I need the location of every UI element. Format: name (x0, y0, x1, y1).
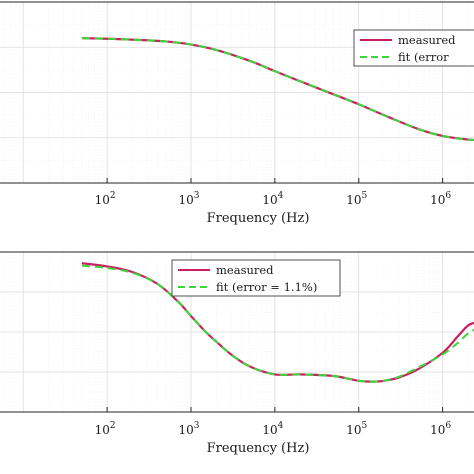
top-x-tick-label: 103 (178, 191, 199, 207)
bottom-grid (0, 252, 474, 412)
top-series-fit-line (81, 37, 474, 141)
top-x-tick-label: 104 (262, 191, 283, 207)
top-legend: measured fit (error (353, 29, 474, 67)
top-legend-label-fit: fit (error (398, 50, 449, 64)
bottom-x-tick-label: 102 (95, 421, 116, 437)
bottom-series-lines (81, 262, 474, 383)
top-plot-frame (0, 1, 474, 184)
bottom-x-axis-label: Frequency (Hz) (207, 441, 310, 456)
bottom-legend-box (171, 259, 341, 297)
bottom-x-tick-label: 103 (178, 421, 199, 437)
bottom-legend-label-measured: measured (216, 263, 274, 277)
top-chart-panel: 102 103 104 105 106 Frequency (Hz) measured … (0, 1, 474, 226)
top-x-tick-label: 106 (430, 191, 451, 207)
bottom-chart-panel: 102 103 104 105 106 Frequency (Hz) measured … (0, 251, 474, 456)
top-grid (0, 2, 474, 183)
bottom-x-tick-label: 106 (430, 421, 451, 437)
bottom-x-ticks: 102 103 104 105 106 (95, 407, 451, 437)
top-x-axis-label: Frequency (Hz) (207, 211, 310, 226)
bottom-plot-frame (0, 251, 474, 413)
top-series-lines (81, 37, 474, 142)
bottom-series-fit-line (81, 264, 474, 383)
bottom-x-tick-label: 105 (346, 421, 367, 437)
bottom-x-tick-label: 104 (262, 421, 283, 437)
bottom-legend: measured fit (error = 1.1%) (171, 259, 341, 297)
top-legend-label-measured: measured (398, 33, 456, 47)
top-x-tick-label: 105 (346, 191, 367, 207)
top-x-tick-label: 102 (95, 191, 116, 207)
bottom-legend-label-fit: fit (error = 1.1%) (216, 280, 317, 294)
top-x-ticks: 102 103 104 105 106 (95, 178, 451, 207)
top-legend-box (353, 29, 474, 67)
